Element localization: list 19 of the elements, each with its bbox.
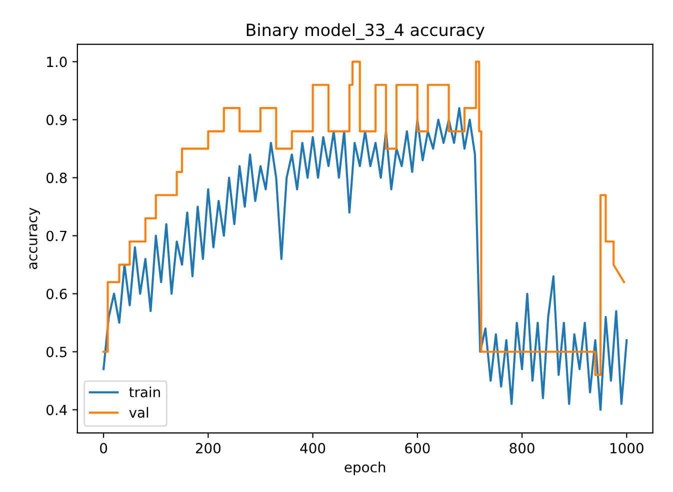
y-tick-label: 0.5: [46, 346, 66, 358]
y-axis-title: accuracy: [29, 208, 40, 270]
x-tick-label: 1000: [610, 442, 644, 454]
y-tick-label: 0.4: [46, 404, 67, 416]
x-tick-label: 600: [405, 442, 430, 454]
y-tick-label: 1.0: [47, 56, 67, 68]
x-tick-label: 800: [510, 442, 534, 454]
y-tick-label: 0.6: [46, 288, 67, 300]
x-axis-title: epoch: [344, 462, 386, 476]
y-tick-label: 0.8: [46, 172, 67, 184]
x-tick-label: 400: [300, 442, 326, 454]
y-tick-label: 0.9: [46, 114, 67, 126]
x-tick-label: 200: [196, 442, 221, 454]
x-tick-label: 0: [100, 442, 108, 454]
legend-label: val: [129, 407, 148, 418]
legend-label: train: [129, 386, 160, 398]
y-tick-label: 0.7: [46, 230, 66, 242]
chart-title: Binary model_33_4 accuracy: [246, 23, 484, 40]
line-series: [102, 60, 626, 376]
